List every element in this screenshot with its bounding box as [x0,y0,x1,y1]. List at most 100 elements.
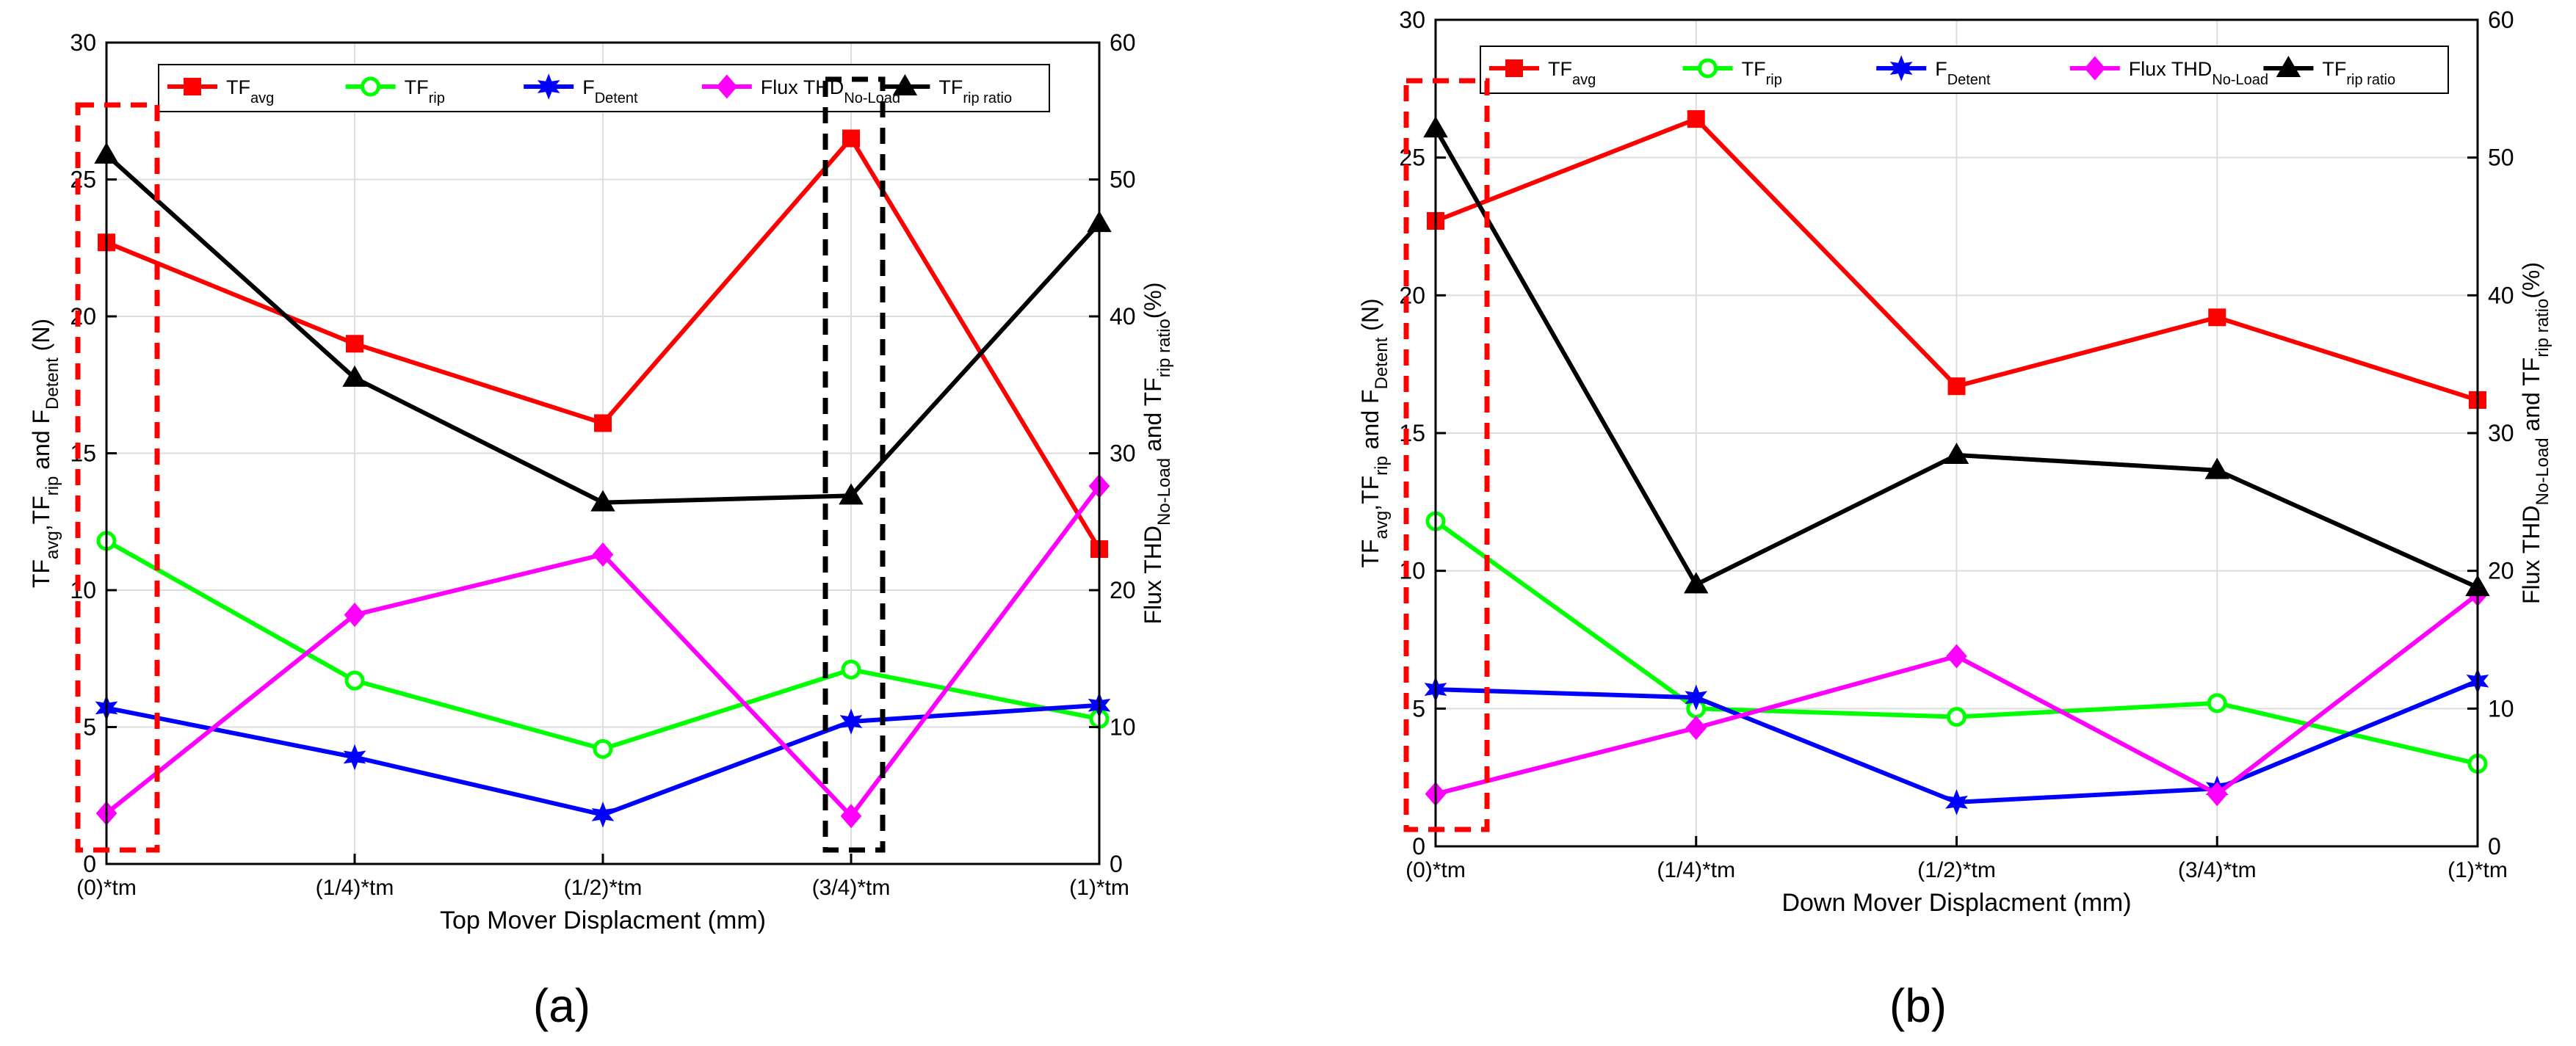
panel-b-point-tfavg-3 [2208,308,2226,327]
panel-b-ylabel-left-part-0: TF [1357,540,1383,568]
panel-b-legend-label-ratio-part-0: TF [2322,58,2346,80]
panel-b: (0)*tm (1/4)*tm (1/2)*tm (3/4)*tm (1)*tm0510… [1357,7,2553,917]
panel-a-ylabel-left-sub-2: Detent [43,357,62,410]
panel-b-point-fdet-1 [1685,684,1708,711]
panel-b-legend-label-fdet-sub-0: Detent [1947,72,1991,88]
panel-a-grid [106,43,1099,864]
panel-b-point-fdet-2 [1945,789,1968,816]
panel-a-xtick-label-3: (3/4)*tm [812,876,891,900]
panel-a-ylabel-left-sub-0: avg [43,531,62,559]
panel-b-legend-item-ratio: TFrip ratio​ [2263,55,2395,88]
panel-a-point-tfrip-3 [841,659,861,680]
panel-b-series-ratio [1423,116,2490,597]
panel-a-xlabel: Top Mover Displacment (mm) [440,907,766,934]
panel-b-ylabel-right: Flux THDNo-Load​ and TFrip ratio​(%) [2518,262,2553,604]
panel-a-legend-label-tfavg-part-0: TF [226,76,250,98]
panel-b-legend-label-tfavg-part-0: TF [1548,58,1572,80]
panel-b-legend-label-fdet-part-0: F [1935,58,1947,80]
panel-b-ytick-right-label-3: 30 [2488,420,2514,446]
panel-b-legend-label-tfrip-sub-0: rip [1766,72,1782,88]
panel-a-xtick-label-1: (1/4)*tm [316,876,394,900]
panel-a-series-tfavg [98,129,1108,559]
panel-a-ytick-left-label-6: 30 [70,29,96,56]
panel-b-ylabel-left: TFavg​,TFrip​ and FDetent​ (N) [1357,298,1392,567]
panel-b-ylabel-right-sub-0: No-Load [2533,437,2553,505]
panel-a-legend-label-fdet-sub-0: Detent [595,90,638,106]
panel-b-ylabel-left-part-2: and F [1357,389,1383,456]
panel-b-ytick-left-label-1: 5 [1412,695,1425,722]
panel-a-ytick-right-label-4: 40 [1110,303,1136,330]
panel-a-legend-label-ratio-sub-0: rip ratio [963,90,1012,106]
panel-a-xtick-label-4: (1)*tm [1069,876,1129,900]
panel-a-legend-label-tfrip: TFrip​ [405,76,445,106]
panel-a-ytick-right-label-2: 20 [1110,577,1136,603]
panel-b-ytick-left-label-6: 30 [1399,7,1425,33]
panel-a-ytick-right-label-5: 50 [1110,167,1136,193]
panel-a-point-tfrip-2 [593,738,613,759]
panel-a-xtick-label-0: (0)*tm [76,876,137,900]
panel-b-ytick-right-label-1: 10 [2488,695,2514,722]
panel-b-legend-item-tfavg: TFavg​ [1489,58,1596,88]
panel-a-point-tfavg-3 [842,129,860,148]
panel-a-point-thd-3 [840,804,862,829]
panel-a-series-tfrip [96,531,1110,759]
panel-a-legend-label-tfavg: TFavg​ [226,76,274,106]
panel-b-ytick-left-label-0: 0 [1412,833,1425,860]
panel-b-annotations [1403,78,1490,832]
panel-b-legend-marker-tfavg [1505,59,1523,77]
panel-b-ytick-left-label-5: 25 [1399,145,1425,171]
panel-a-legend-label-tfavg-sub-0: avg [250,90,274,106]
panel-b-point-ratio-2 [1944,443,1969,465]
panel-b-legend-label-ratio: TFrip ratio​ [2322,58,2395,88]
panel-b-xtick-label-1: (1/4)*tm [1657,858,1735,882]
panel-b-xtick-label-2: (1/2)*tm [1917,858,1996,882]
panel-a-annotation-box-1 [822,76,886,853]
panel-a-ytick-left-label-0: 0 [83,851,96,877]
panel-a-legend-label-tfrip-part-0: TF [405,76,429,98]
panel-a-point-tfavg-2 [594,414,612,432]
panel-a-legend-label-ratio: TFrip ratio​ [938,76,1012,106]
panel-a-ylabel-left-part-3: (N) [28,319,54,357]
panel-a-legend: TFavg​TFrip​FDetent​Flux THDNo-Load​TFri… [158,64,1050,112]
panel-a-point-ratio-3 [839,483,864,505]
panel-b-ylabel-left-sub-2: Detent [1372,337,1392,389]
panel-b-ylabel-right-part-1: and TF [2518,357,2544,438]
panel-a-legend-item-tfavg: TFavg​ [167,76,274,106]
panel-b-ytick-left-label-4: 20 [1399,282,1425,308]
panel-b-legend-item-fdet: FDetent​ [1876,55,1991,88]
panel-a-ytick-right-label-1: 10 [1110,714,1136,741]
panel-a-legend-label-thd-sub-0: No-Load [844,90,900,106]
panel-b-ytick-right-label-2: 20 [2488,558,2514,584]
panel-b-point-thd-1 [1685,716,1707,741]
panel-a-legend-marker-tfrip [361,76,381,97]
panel-a-ytick-right-label-3: 30 [1110,440,1136,467]
panel-a-ytick-left-label-4: 20 [70,303,96,330]
panel-a-ylabel-right-part-0: Flux THD [1140,526,1166,625]
panel-a-annotations [75,76,886,853]
panel-a-ytick-left-label-2: 10 [70,577,96,603]
panel-b-legend-item-thd: Flux THDNo-Load​ [2069,56,2268,88]
panel-b-legend: TFavg​TFrip​FDetent​Flux THDNo-Load​TFri… [1480,46,2449,94]
panel-b-legend-marker-fdet [1889,55,1913,81]
panel-a-legend-item-tfrip: TFrip​ [345,76,445,106]
panel-b-ylabel-right-part-2: (%) [2518,262,2544,299]
panel-b-point-thd-2 [1946,644,1967,669]
panel-b-legend-item-tfrip: TFrip​ [1682,58,1782,88]
panel-b-point-ratio-1 [1684,572,1709,594]
panel-a-legend-marker-ratio [892,73,918,95]
panel-b-legend-marker-thd [2084,56,2106,81]
panel-a-ytick-left-label-5: 25 [70,167,96,193]
panel-a-ylabel-right-part-1: and TF [1140,377,1166,458]
panel-a-legend-marker-fdet [537,73,560,100]
panel-b-legend-label-tfrip: TFrip​ [1742,58,1782,88]
panel-a-ylabel-right: Flux THDNo-Load​ and TFrip ratio​(%) [1140,282,1174,624]
panel-b-legend-label-tfrip-part-0: TF [1742,58,1766,80]
panel-a-legend-label-fdet-part-0: F [582,76,595,98]
panel-b-ytick-right-label-0: 0 [2488,833,2501,860]
panel-a-point-thd-1 [344,603,366,628]
panel-a-ylabel-left-part-0: TF [28,559,54,588]
panel-a-point-tfavg-1 [346,335,363,353]
panel-b-ylabel-left-sub-0: avg [1372,511,1392,540]
panel-b-ytick-right-label-4: 40 [2488,282,2514,308]
